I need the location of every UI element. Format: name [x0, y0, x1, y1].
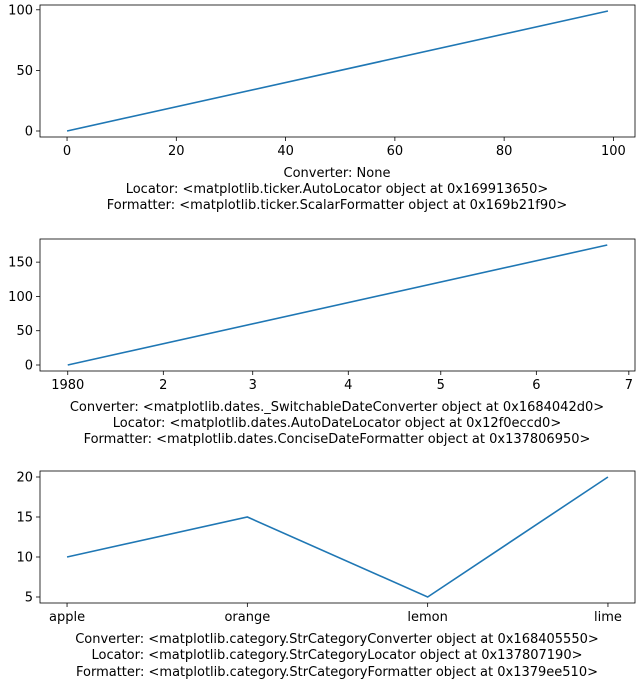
x-tick-label: 0 [63, 144, 71, 159]
x-tick-label: 6 [532, 378, 540, 393]
x-ticks: apple orange lemon lime [49, 603, 622, 625]
caption-locator: Locator: <matplotlib.category.StrCategor… [91, 648, 582, 663]
x-tick-label: 100 [601, 144, 626, 159]
caption-locator: Locator: <matplotlib.ticker.AutoLocator … [126, 182, 549, 197]
caption-converter: Converter: <matplotlib.dates._Switchable… [70, 400, 604, 415]
y-tick-label: 150 [8, 256, 33, 271]
axes-frame [39, 238, 636, 372]
series-line [67, 244, 608, 366]
y-tick-label: 10 [16, 551, 33, 566]
x-tick-label: 3 [249, 378, 257, 393]
x-ticks: 1980 2 3 4 5 6 7 [51, 371, 633, 393]
caption-converter: Converter: <matplotlib.category.StrCateg… [75, 632, 599, 647]
caption-formatter: Formatter: <matplotlib.ticker.ScalarForm… [107, 198, 568, 213]
caption-locator: Locator: <matplotlib.dates.AutoDateLocat… [113, 416, 561, 431]
y-ticks: 5 10 15 20 [16, 471, 40, 606]
y-tick-label: 15 [16, 511, 33, 526]
y-tick-label: 0 [25, 125, 33, 140]
x-tick-label: lime [594, 610, 622, 625]
series-line [66, 10, 609, 132]
y-ticks: 0 50 100 150 [8, 256, 40, 374]
x-tick-label: 80 [496, 144, 513, 159]
caption-converter: Converter: None [284, 166, 391, 181]
x-tick-label: 7 [625, 378, 633, 393]
y-tick-label: 50 [16, 324, 33, 339]
x-tick-label: orange [224, 610, 270, 625]
subplot-categories: apple orange lemon lime 5 10 15 20 Converter: … [16, 470, 636, 680]
y-tick-label: 50 [16, 64, 33, 79]
y-tick-label: 20 [16, 471, 33, 486]
x-tick-label: 40 [277, 144, 294, 159]
x-tick-label: apple [49, 610, 85, 625]
axes-frame [39, 4, 636, 138]
series-line [66, 476, 609, 598]
y-tick-label: 100 [8, 290, 33, 305]
x-tick-label: 4 [344, 378, 352, 393]
y-tick-label: 0 [25, 359, 33, 374]
y-ticks: 0 50 100 [8, 3, 40, 140]
x-ticks: 0 20 40 60 80 100 [63, 137, 626, 159]
x-tick-label: 2 [159, 378, 167, 393]
caption-formatter: Formatter: <matplotlib.dates.ConciseDate… [84, 432, 591, 447]
y-tick-label: 5 [25, 591, 33, 606]
subplot-numeric: 0 20 40 60 80 100 0 50 100 Converter: None Loca… [8, 3, 636, 213]
subplot-dates: 1980 2 3 4 5 6 7 0 50 100 150 Converter: <matplot… [8, 238, 636, 447]
x-tick-label: 1980 [51, 378, 84, 393]
y-tick-label: 100 [8, 3, 33, 18]
x-tick-label: 5 [437, 378, 445, 393]
caption-formatter: Formatter: <matplotlib.category.StrCateg… [76, 665, 598, 680]
x-tick-label: 20 [168, 144, 185, 159]
x-tick-label: 60 [387, 144, 404, 159]
axes-frame [39, 470, 636, 604]
x-tick-label: lemon [407, 610, 447, 625]
